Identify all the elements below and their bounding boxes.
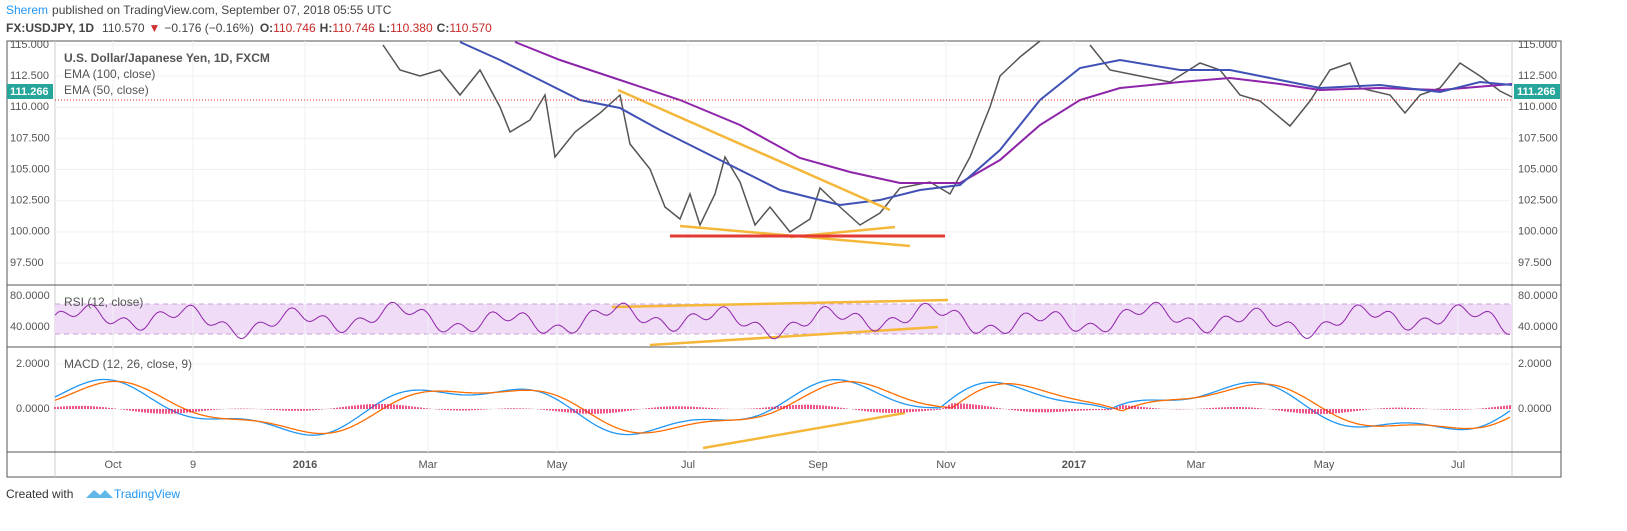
- rsi-trendline: [611, 298, 949, 309]
- h: 110.746: [332, 21, 375, 35]
- y-axis-label: 107.500: [1518, 132, 1558, 144]
- y-axis-label: 107.500: [10, 132, 50, 144]
- y-axis-label: 110.000: [1518, 101, 1557, 113]
- x-axis-label: Nov: [936, 459, 956, 471]
- pane-title: U.S. Dollar/Japanese Yen, 1D, FXCM: [64, 51, 270, 65]
- rsi-trendline: [649, 325, 939, 347]
- y-axis-label: 40.0000: [1518, 321, 1558, 333]
- y-axis-label: 80.0000: [1518, 290, 1558, 302]
- x-axis-label: May: [1314, 459, 1335, 471]
- h-label: H:: [320, 21, 333, 35]
- x-axis-label: Mar: [1187, 459, 1206, 471]
- x-axis-label: Jul: [681, 459, 695, 471]
- y-axis-label: 115.000: [10, 39, 49, 51]
- y-axis-label: 40.0000: [10, 321, 50, 333]
- price-marker: 111.266: [1517, 86, 1556, 98]
- symbol-line: FX:USDJPY, 1D 110.570 ▼ −0.176 (−0.16%) O:11…: [6, 21, 492, 35]
- y-axis-label: 97.500: [1518, 257, 1552, 269]
- author[interactable]: Sherem: [6, 3, 48, 17]
- indicator: EMA (100, close): [64, 67, 155, 81]
- symbol: FX:USDJPY, 1D: [6, 21, 94, 35]
- rsi-band: [55, 304, 1512, 334]
- y-axis-label: 0.0000: [16, 403, 50, 415]
- pane-title: MACD (12, 26, close, 9): [64, 357, 192, 371]
- y-axis-label: 115.000: [1518, 39, 1557, 51]
- l-label: L:: [379, 21, 390, 35]
- x-axis-label: Sep: [808, 459, 828, 471]
- y-axis-label: 80.0000: [10, 290, 50, 302]
- price-line: [1089, 44, 1513, 128]
- published: published on TradingView.com, September …: [52, 3, 392, 17]
- o: 110.746: [273, 21, 316, 35]
- macd-trendline: [702, 411, 906, 450]
- x-axis-label: 2016: [293, 459, 317, 471]
- footer-text: Created with: [6, 487, 73, 501]
- o-label: O:: [260, 21, 273, 35]
- y-axis-label: 100.000: [1518, 226, 1558, 238]
- logo: [86, 490, 113, 498]
- change: −0.176 (−0.16%): [164, 21, 253, 35]
- rsi-line: [54, 301, 1511, 340]
- signal-line: [54, 380, 1511, 435]
- x-axis-label: Oct: [104, 459, 121, 471]
- indicator: EMA (50, close): [64, 83, 149, 97]
- price-marker: 111.266: [10, 86, 49, 98]
- c-label: C:: [437, 21, 450, 35]
- trendline: [617, 88, 891, 212]
- y-axis-label: 2.0000: [1518, 358, 1552, 370]
- price-marker-box: [7, 84, 53, 99]
- l: 110.380: [390, 21, 433, 35]
- y-axis-label: 2.0000: [16, 358, 50, 370]
- y-axis-label: 112.500: [10, 70, 49, 82]
- ema-50: [459, 41, 1513, 207]
- y-axis-label: 112.500: [1518, 70, 1557, 82]
- grid: [55, 41, 1512, 452]
- footer-brand[interactable]: TradingView: [114, 487, 180, 501]
- y-axis-label: 100.000: [10, 226, 50, 238]
- pane-title: RSI (12, close): [64, 295, 143, 309]
- ema-100: [514, 41, 1513, 184]
- y-axis-label: 105.000: [1518, 163, 1558, 175]
- y-axis-label: 0.0000: [1518, 403, 1552, 415]
- last: 110.570: [102, 21, 145, 35]
- down-arrow: ▼: [149, 21, 161, 35]
- x-axis-label: May: [547, 459, 568, 471]
- x-axis-label: Jul: [1451, 459, 1465, 471]
- y-axis-label: 110.000: [10, 101, 49, 113]
- header-line: Sherem published on TradingView.com, Sept…: [6, 3, 392, 17]
- y-axis-label: 97.500: [10, 257, 44, 269]
- y-axis-label: 102.500: [1518, 195, 1558, 207]
- x-axis-label: Mar: [419, 459, 438, 471]
- y-axis-label: 102.500: [10, 195, 50, 207]
- chart-frame: [6, 40, 1562, 478]
- c: 110.570: [449, 21, 492, 35]
- macd-histogram: [54, 403, 1511, 415]
- x-axis-label: 9: [190, 459, 196, 471]
- x-axis-label: 2017: [1062, 459, 1086, 471]
- price-marker-box: [1514, 84, 1560, 99]
- y-axis-label: 105.000: [10, 163, 50, 175]
